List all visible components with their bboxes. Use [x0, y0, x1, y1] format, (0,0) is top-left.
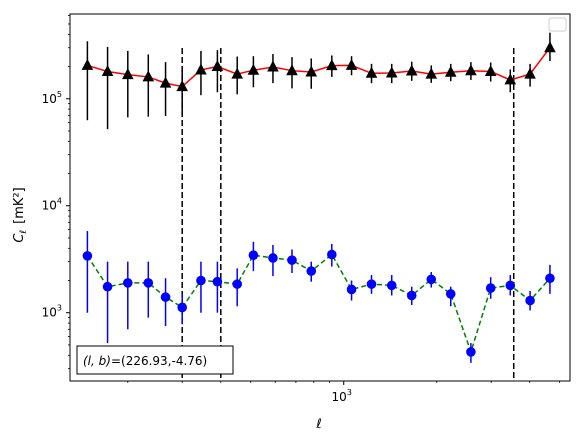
legend-box: [548, 17, 567, 32]
series-1-point-21: [485, 283, 496, 293]
annotation-text: (l, b)=(226.93,-4.76): [83, 354, 207, 368]
series-0-point-5: [176, 80, 188, 92]
series-1-point-7: [212, 276, 223, 287]
series-0-point-24: [544, 41, 556, 53]
series-0-point-6: [195, 63, 207, 75]
series-1-point-1: [102, 281, 113, 292]
series-1-point-3: [143, 278, 154, 288]
series-1-point-11: [287, 255, 297, 265]
series-1-point-14: [346, 284, 357, 295]
series-1-point-12: [306, 266, 317, 276]
series-1-point-22: [505, 280, 516, 291]
series-1-point-24: [545, 273, 555, 284]
series-1-point-18: [426, 274, 437, 285]
series-0-point-21: [484, 64, 497, 76]
series-0-point-12: [305, 65, 318, 77]
data-markers: [81, 41, 556, 357]
y-axis-ticks: 103 104 105: [42, 15, 70, 370]
series-0-point-1: [101, 64, 114, 76]
series-1-point-23: [525, 295, 535, 306]
series-0-point-15: [365, 66, 378, 78]
series-1-point-19: [445, 289, 456, 299]
series-1-point-17: [406, 290, 417, 301]
series-1-point-9: [248, 250, 259, 260]
series-1-point-5: [177, 302, 187, 313]
series-1-point-16: [386, 280, 397, 291]
series-1-point-4: [160, 292, 171, 302]
series-0-point-23: [524, 67, 536, 79]
series-0-point-7: [211, 60, 224, 72]
series-1-point-15: [366, 279, 377, 289]
series-0-point-9: [247, 63, 260, 75]
series-1-point-10: [268, 253, 278, 263]
series-0-point-16: [385, 66, 398, 78]
series-0-point-17: [405, 64, 418, 76]
y-tick-label-1: 104: [42, 197, 62, 213]
series-1-point-20: [466, 347, 476, 357]
series-0-point-11: [286, 64, 298, 76]
series-0-point-18: [425, 67, 438, 79]
series-0-point-2: [122, 68, 134, 80]
series-0-point-14: [345, 58, 358, 70]
series-0-point-13: [326, 59, 338, 71]
series-0-point-10: [267, 60, 279, 72]
x-tick-label-0: 103: [332, 388, 352, 404]
series-1-point-0: [82, 251, 93, 261]
series-0-point-0: [81, 58, 94, 70]
series-0-point-3: [142, 70, 155, 82]
series-1-point-8: [232, 279, 242, 289]
plot-frame: [69, 13, 571, 382]
x-axis-label: ℓ: [315, 417, 321, 432]
x-axis-ticks: 103: [127, 381, 561, 404]
series-0-point-4: [159, 76, 172, 88]
y-tick-label-0: 103: [42, 304, 62, 320]
series-1-point-6: [196, 275, 206, 286]
series-1-point-13: [327, 249, 337, 260]
annotation-box: [76, 345, 234, 375]
series-0-point-19: [444, 65, 457, 77]
series-0-point-8: [231, 67, 243, 79]
y-tick-label-2: 105: [42, 90, 62, 106]
series-0-point-22: [504, 73, 517, 85]
series-1-point-2: [122, 278, 133, 288]
series-0-point-20: [465, 64, 477, 76]
y-axis-label: Cℓ[mK²]: [12, 187, 29, 242]
